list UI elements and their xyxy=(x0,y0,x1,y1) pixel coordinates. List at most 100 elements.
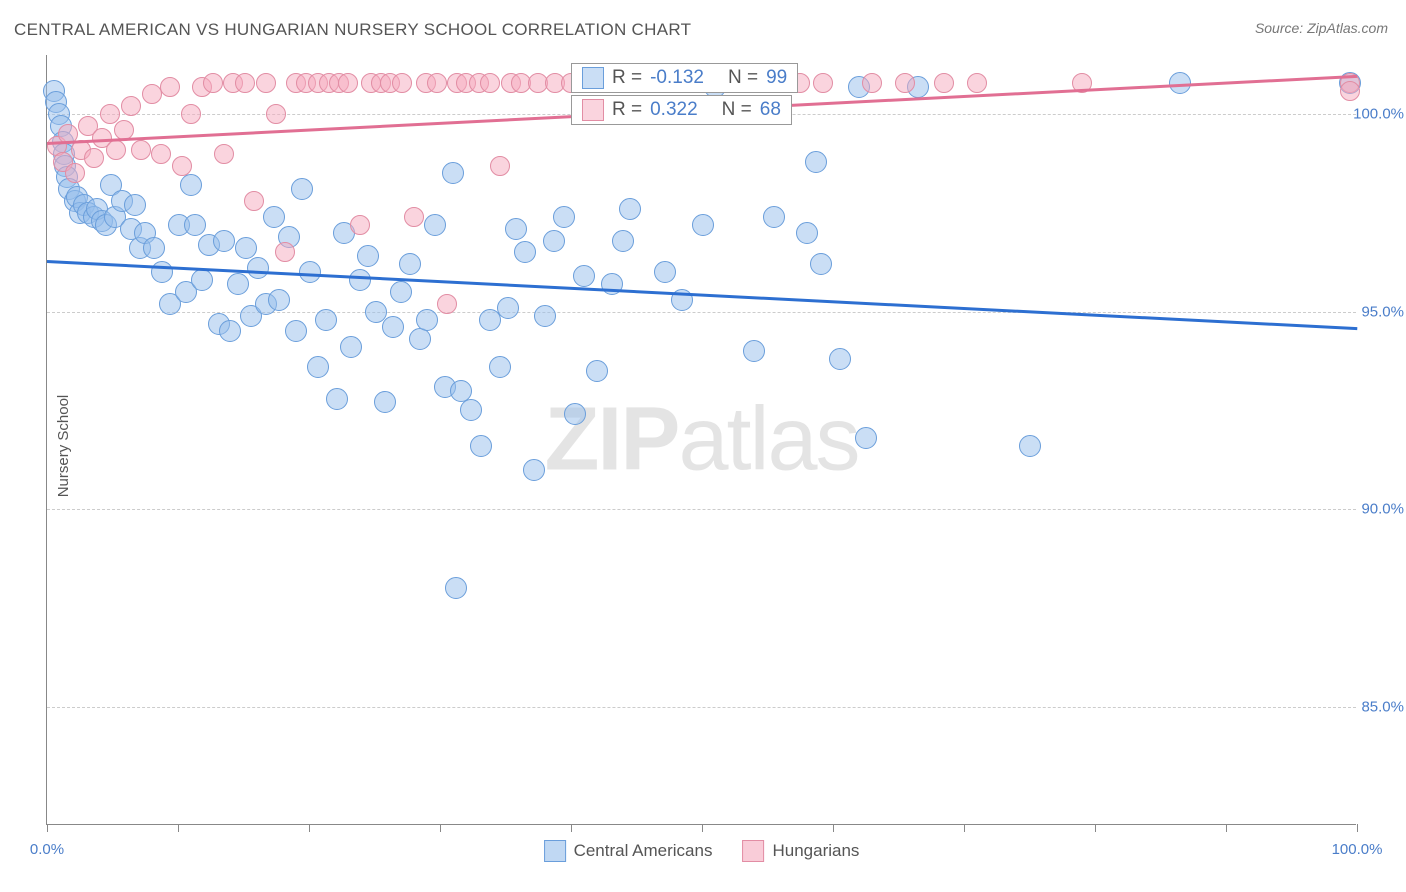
x-tick xyxy=(1226,824,1227,832)
scatter-point xyxy=(256,73,276,93)
legend-swatch xyxy=(544,840,566,862)
correlation-stat-box: R =0.322N =68 xyxy=(571,95,792,125)
scatter-point xyxy=(442,162,464,184)
scatter-point xyxy=(399,253,421,275)
scatter-point xyxy=(106,140,126,160)
scatter-point xyxy=(654,261,676,283)
x-tick-label: 0.0% xyxy=(30,841,64,858)
scatter-point xyxy=(829,348,851,370)
x-tick xyxy=(178,824,179,832)
watermark: ZIPatlas xyxy=(544,388,858,491)
scatter-point xyxy=(796,222,818,244)
scatter-point xyxy=(219,320,241,342)
scatter-point xyxy=(490,156,510,176)
scatter-point xyxy=(813,73,833,93)
scatter-point xyxy=(460,399,482,421)
scatter-point xyxy=(235,237,257,259)
scatter-point xyxy=(404,207,424,227)
scatter-point xyxy=(266,104,286,124)
scatter-point xyxy=(84,148,104,168)
legend-item: Hungarians xyxy=(742,840,859,862)
x-tick xyxy=(833,824,834,832)
scatter-point xyxy=(489,356,511,378)
scatter-point xyxy=(427,73,447,93)
scatter-point xyxy=(180,174,202,196)
scatter-point xyxy=(121,96,141,116)
scatter-point xyxy=(263,206,285,228)
scatter-point xyxy=(172,156,192,176)
x-tick xyxy=(47,824,48,832)
correlation-stat-box: R =-0.132N =99 xyxy=(571,63,798,93)
scatter-point xyxy=(480,73,500,93)
scatter-point xyxy=(315,309,337,331)
scatter-point xyxy=(203,73,223,93)
scatter-point xyxy=(855,427,877,449)
scatter-point xyxy=(862,73,882,93)
scatter-point xyxy=(543,230,565,252)
scatter-point xyxy=(1340,81,1360,101)
scatter-point xyxy=(514,241,536,263)
scatter-point xyxy=(275,242,295,262)
chart-container: CENTRAL AMERICAN VS HUNGARIAN NURSERY SC… xyxy=(0,0,1406,892)
legend-label: Central Americans xyxy=(574,841,713,861)
scatter-point xyxy=(340,336,362,358)
stat-n-value: 99 xyxy=(766,67,787,89)
scatter-point xyxy=(553,206,575,228)
chart-title: CENTRAL AMERICAN VS HUNGARIAN NURSERY SC… xyxy=(14,20,691,40)
scatter-point xyxy=(338,73,358,93)
scatter-point xyxy=(131,140,151,160)
stat-r-label: R = xyxy=(612,67,642,89)
scatter-point xyxy=(424,214,446,236)
scatter-point xyxy=(392,73,412,93)
y-tick-label: 90.0% xyxy=(1361,501,1404,518)
scatter-point xyxy=(247,257,269,279)
source-attribution: Source: ZipAtlas.com xyxy=(1255,20,1388,36)
scatter-point xyxy=(692,214,714,236)
scatter-point xyxy=(307,356,329,378)
scatter-point xyxy=(65,163,85,183)
legend-item: Central Americans xyxy=(544,840,713,862)
scatter-point xyxy=(244,191,264,211)
scatter-point xyxy=(184,214,206,236)
scatter-point xyxy=(586,360,608,382)
scatter-point xyxy=(214,144,234,164)
scatter-point xyxy=(382,316,404,338)
legend-swatch xyxy=(582,67,604,89)
y-tick-label: 85.0% xyxy=(1361,698,1404,715)
scatter-point xyxy=(619,198,641,220)
scatter-point xyxy=(142,84,162,104)
scatter-point xyxy=(743,340,765,362)
scatter-point xyxy=(967,73,987,93)
scatter-point xyxy=(268,289,290,311)
scatter-point xyxy=(416,309,438,331)
scatter-point xyxy=(505,218,527,240)
stat-n-value: 68 xyxy=(760,99,781,121)
x-tick xyxy=(309,824,310,832)
scatter-point xyxy=(763,206,785,228)
scatter-point xyxy=(1019,435,1041,457)
scatter-point xyxy=(497,297,519,319)
scatter-point xyxy=(181,104,201,124)
series-legend: Central Americans Hungarians xyxy=(544,840,860,862)
scatter-point xyxy=(409,328,431,350)
stat-n-label: N = xyxy=(722,99,752,121)
scatter-point xyxy=(470,435,492,457)
x-tick xyxy=(702,824,703,832)
scatter-point xyxy=(100,104,120,124)
scatter-point xyxy=(235,73,255,93)
legend-label: Hungarians xyxy=(772,841,859,861)
scatter-point xyxy=(213,230,235,252)
x-tick-label: 100.0% xyxy=(1332,841,1383,858)
scatter-point xyxy=(564,403,586,425)
scatter-point xyxy=(573,265,595,287)
scatter-point xyxy=(445,577,467,599)
scatter-point xyxy=(326,388,348,410)
scatter-point xyxy=(805,151,827,173)
scatter-point xyxy=(523,459,545,481)
scatter-point xyxy=(349,269,371,291)
scatter-point xyxy=(357,245,379,267)
scatter-point xyxy=(285,320,307,342)
scatter-point xyxy=(227,273,249,295)
plot-area: ZIPatlas 85.0%90.0%95.0%100.0%0.0%100.0%… xyxy=(46,55,1356,825)
y-tick-label: 100.0% xyxy=(1353,106,1404,123)
